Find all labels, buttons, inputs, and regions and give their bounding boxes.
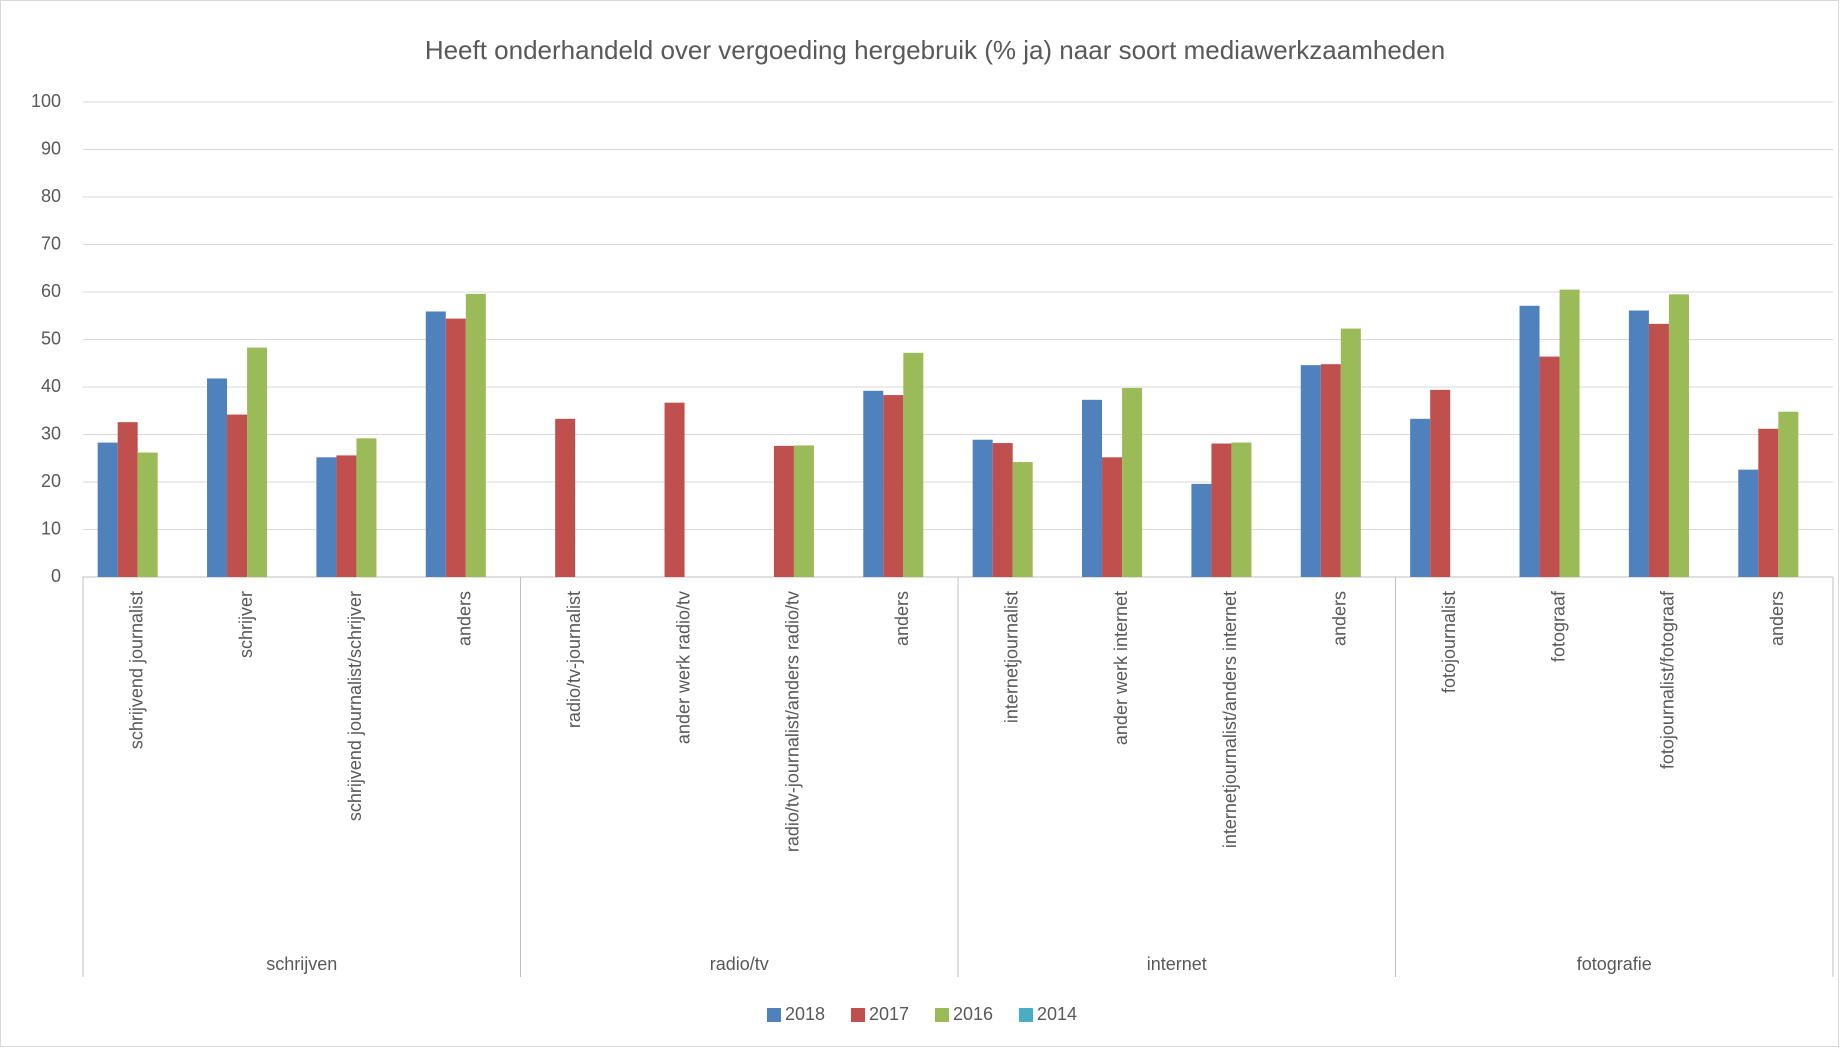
bar (555, 418, 576, 577)
legend-swatch (851, 1008, 865, 1022)
x-tick-label: anders (1330, 591, 1350, 646)
x-tick-label: schrijver (236, 591, 256, 658)
bar (1628, 310, 1649, 577)
bar (793, 445, 814, 577)
bar (1668, 294, 1689, 577)
bar (465, 293, 486, 577)
bar (97, 442, 118, 577)
x-tick-label: fotojournalist/fotograaf (1658, 590, 1678, 769)
y-tick-label: 40 (41, 376, 61, 396)
y-tick-label: 80 (41, 186, 61, 206)
legend-swatch (935, 1008, 949, 1022)
bar (1231, 442, 1252, 577)
bar (1320, 364, 1341, 577)
group-label: internet (1147, 954, 1207, 974)
bar (227, 414, 248, 577)
bar (1758, 428, 1779, 577)
x-tick-label: anders (1767, 591, 1787, 646)
x-tick-label: anders (455, 591, 475, 646)
y-tick-label: 20 (41, 471, 61, 491)
y-tick-label: 70 (41, 233, 61, 253)
bar (883, 395, 904, 577)
bar (1012, 462, 1033, 577)
bar (247, 347, 268, 577)
bar (1648, 323, 1669, 577)
bar (1519, 305, 1540, 577)
y-tick-label: 50 (41, 328, 61, 348)
bar (1738, 469, 1759, 577)
bar (445, 318, 466, 577)
bar (1410, 418, 1431, 577)
legend-label: 2016 (953, 1004, 993, 1024)
bar (773, 445, 794, 577)
bar (1778, 411, 1799, 577)
legend-label: 2018 (785, 1004, 825, 1024)
bar (117, 422, 138, 577)
legend-swatch (767, 1008, 781, 1022)
x-tick-label: ander werk internet (1111, 591, 1131, 745)
x-tick-label: anders (892, 591, 912, 646)
bar (1300, 365, 1321, 577)
bar (903, 352, 924, 577)
legend-label: 2014 (1037, 1004, 1077, 1024)
bar (664, 402, 685, 577)
x-tick-label: radio/tv-journalist/anders radio/tv (783, 591, 803, 852)
bar (356, 438, 377, 577)
y-tick-label: 10 (41, 518, 61, 538)
group-label: fotografie (1577, 954, 1652, 974)
bar (1430, 389, 1451, 577)
x-tick-label: schrijvend journalist (126, 591, 146, 749)
x-tick-label: fotojournalist (1439, 591, 1459, 693)
bar (207, 378, 228, 577)
x-tick-label: radio/tv-journalist (564, 591, 584, 728)
x-tick-label: internetjournalist (1001, 591, 1021, 723)
bar (137, 452, 158, 577)
legend-swatch (1019, 1008, 1033, 1022)
x-tick-label: ander werk radio/tv (673, 591, 693, 744)
chart-title: Heeft onderhandeld over vergoeding herge… (425, 35, 1445, 65)
legend-label: 2017 (869, 1004, 909, 1024)
bar (1102, 457, 1123, 577)
bar (992, 443, 1013, 577)
bar (425, 311, 446, 577)
bar (1122, 387, 1143, 577)
group-label: schrijven (266, 954, 337, 974)
x-tick-label: internetjournalist/anders internet (1220, 591, 1240, 848)
group-label: radio/tv (710, 954, 769, 974)
bar (1211, 443, 1232, 577)
x-tick-label: schrijvend journalist/schrijver (345, 591, 365, 821)
y-tick-label: 0 (51, 566, 61, 586)
bar (1340, 328, 1361, 577)
y-tick-label: 30 (41, 423, 61, 443)
y-tick-label: 90 (41, 138, 61, 158)
bar (1539, 356, 1560, 577)
bar (972, 439, 993, 577)
bar (1191, 483, 1212, 577)
y-tick-label: 60 (41, 281, 61, 301)
bar (1082, 399, 1103, 577)
bar (336, 455, 357, 577)
bar (316, 457, 337, 577)
bar (863, 390, 884, 577)
y-tick-label: 100 (31, 91, 61, 111)
bar (1559, 289, 1580, 577)
x-tick-label: fotograaf (1548, 590, 1568, 662)
